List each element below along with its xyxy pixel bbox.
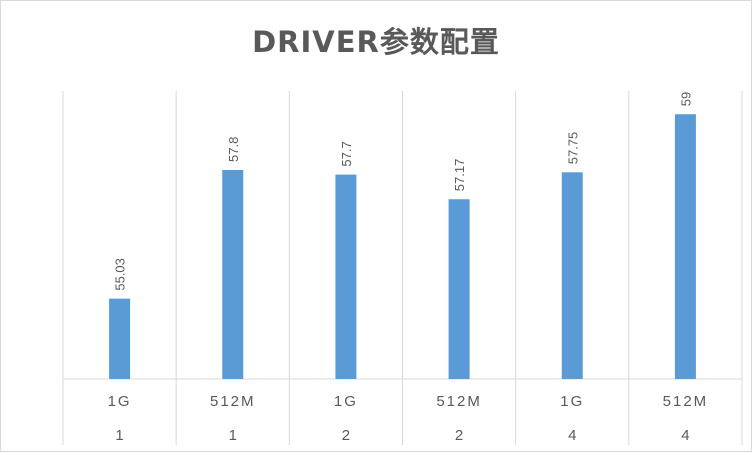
data-label: 59 <box>678 92 693 106</box>
bar <box>448 199 470 379</box>
data-label: 55.03 <box>113 258 128 291</box>
data-label: 57.75 <box>565 132 580 165</box>
chart-title: DRIVER参数配置 <box>252 25 500 59</box>
bar <box>561 172 583 379</box>
bar <box>335 174 357 379</box>
category-label-cores: 1 <box>229 427 237 444</box>
category-label-cores: 2 <box>342 427 350 444</box>
bar <box>222 169 244 379</box>
category-label-memory: 512M <box>663 393 709 410</box>
category-label-cores: 2 <box>455 427 463 444</box>
data-label: 57.17 <box>452 159 467 192</box>
bar <box>109 298 131 379</box>
category-label-memory: 1G <box>334 393 358 410</box>
bar <box>674 114 696 380</box>
data-label: 57.7 <box>339 141 354 166</box>
category-label-memory: 1G <box>108 393 132 410</box>
category-label-memory: 512M <box>436 393 482 410</box>
category-label-memory: 1G <box>560 393 584 410</box>
category-label-cores: 4 <box>681 427 689 444</box>
category-label-cores: 1 <box>115 427 123 444</box>
data-label: 57.8 <box>226 137 241 162</box>
category-label-cores: 4 <box>568 427 576 444</box>
category-label-memory: 512M <box>210 393 256 410</box>
